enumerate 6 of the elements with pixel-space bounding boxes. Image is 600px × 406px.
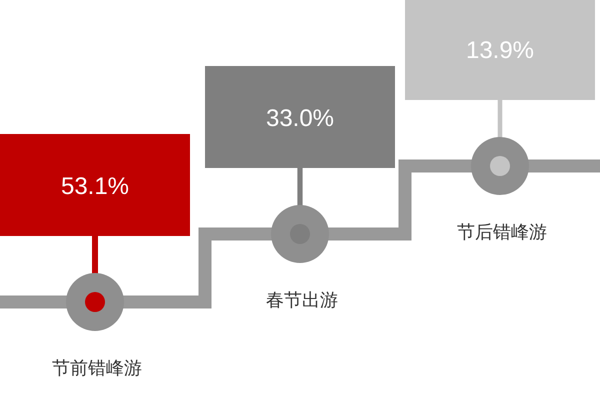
data-label: 33.0% <box>266 105 334 132</box>
data-label: 53.1% <box>60 173 130 200</box>
category-label: 节后错峰游 <box>457 222 547 243</box>
category-label: 春节出游 <box>266 290 338 311</box>
category-label: 节前错峰游 <box>52 358 142 379</box>
data-label: 13.9% <box>466 37 534 64</box>
